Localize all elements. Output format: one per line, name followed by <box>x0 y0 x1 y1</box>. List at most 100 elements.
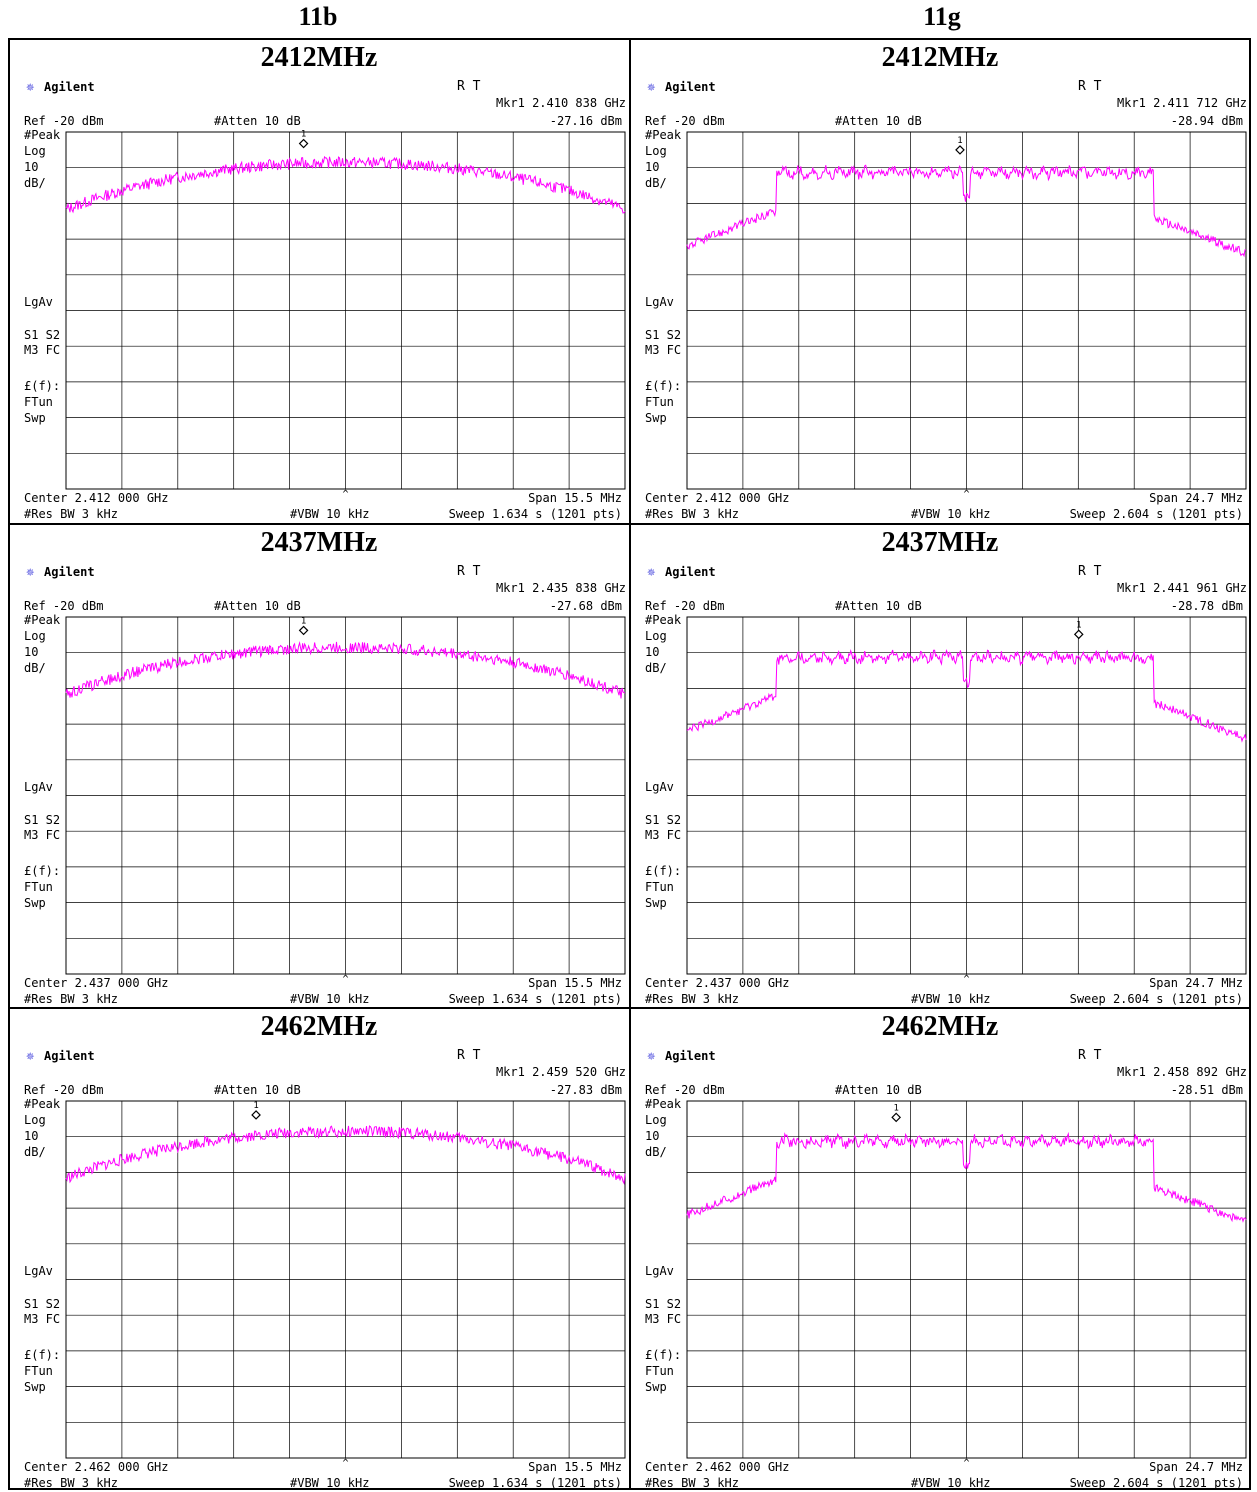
reference-level: Ref -20 dBm <box>24 599 103 613</box>
panel-11g: 2462MHz ✵ Agilent R T Mkr1 2.458 892 GHz Ref … <box>631 1009 1249 1491</box>
analyzer-screenshot: ✵ Agilent R T Mkr1 2.459 520 GHz Ref -20 dBm… <box>10 1046 628 1492</box>
side-label: #Peak <box>24 128 61 142</box>
center-caret-icon: ^ <box>342 1458 348 1469</box>
side-label: S1 S2 <box>24 328 60 342</box>
marker-label: 1 <box>1076 620 1081 630</box>
side-label: S1 S2 <box>24 1297 60 1311</box>
side-label: LgAv <box>24 1264 53 1278</box>
marker-label: 1 <box>301 616 306 626</box>
marker-level: -27.68 dBm <box>550 599 622 613</box>
sweep-time: Sweep 2.604 s (1201 pts) <box>1070 992 1243 1006</box>
marker-frequency: Mkr1 2.458 892 GHz <box>1117 1065 1247 1079</box>
agilent-logo-icon: ✵ <box>26 1048 35 1064</box>
side-label: FTun <box>24 880 53 894</box>
agilent-logo-icon: ✵ <box>647 79 656 95</box>
channel-frequency-title: 2437MHz <box>260 527 378 558</box>
side-label: £(f): <box>645 379 681 393</box>
sweep-time: Sweep 1.634 s (1201 pts) <box>449 1476 622 1490</box>
spectrum-trace <box>65 1125 626 1185</box>
rt-indicator: R T <box>457 564 481 579</box>
side-label: 10 <box>645 1129 659 1143</box>
side-label: S1 S2 <box>645 328 681 342</box>
resolution-bandwidth: #Res BW 3 kHz <box>645 1476 739 1490</box>
attenuation: #Atten 10 dB <box>214 1083 301 1097</box>
attenuation: #Atten 10 dB <box>835 1083 922 1097</box>
side-label: dB/ <box>24 1145 46 1159</box>
marker-diamond <box>251 1110 261 1120</box>
side-label: FTun <box>24 395 53 409</box>
rt-indicator: R T <box>1078 564 1102 579</box>
brand-name: Agilent <box>665 80 716 94</box>
side-label: Log <box>645 144 667 158</box>
channel-frequency-title: 2412MHz <box>881 42 999 73</box>
side-label: £(f): <box>24 1348 60 1362</box>
side-label: M3 FC <box>24 1312 60 1326</box>
reference-level: Ref -20 dBm <box>645 599 724 613</box>
spectrum-analyzer-screen: ✵ Agilent R T Mkr1 2.459 520 GHz Ref -20 dBm… <box>24 1048 626 1490</box>
reference-level: Ref -20 dBm <box>24 1083 103 1097</box>
video-bandwidth: #VBW 10 kHz <box>290 507 369 521</box>
spectrum-analyzer-screen: ✵ Agilent R T Mkr1 2.411 712 GHz Ref -20 dBm… <box>645 79 1247 521</box>
side-label: S1 S2 <box>645 1297 681 1311</box>
agilent-logo-icon: ✵ <box>26 79 35 95</box>
marker-label: 1 <box>957 136 962 146</box>
span: Span 24.7 MHz <box>1149 976 1243 990</box>
rt-indicator: R T <box>457 79 481 94</box>
span: Span 15.5 MHz <box>528 976 622 990</box>
column-title-11b: 11b <box>298 2 338 31</box>
side-label: FTun <box>645 1364 674 1378</box>
marker-diamond <box>298 625 309 636</box>
side-label: S1 S2 <box>24 813 60 827</box>
spectrum-trace <box>686 164 1247 258</box>
sweep-time: Sweep 1.634 s (1201 pts) <box>449 992 622 1006</box>
graticule <box>65 131 626 490</box>
analyzer-screenshot: ✵ Agilent R T Mkr1 2.458 892 GHz Ref -20 dBm… <box>631 1046 1249 1492</box>
side-label: Swp <box>645 411 667 425</box>
rt-indicator: R T <box>457 1048 481 1063</box>
center-caret-icon: ^ <box>342 974 348 985</box>
agilent-logo-icon: ✵ <box>26 564 35 580</box>
graticule <box>65 616 626 975</box>
span: Span 15.5 MHz <box>528 491 622 505</box>
side-label: £(f): <box>24 379 60 393</box>
side-label: #Peak <box>645 1097 682 1111</box>
side-label: 10 <box>24 645 38 659</box>
side-label: S1 S2 <box>645 813 681 827</box>
panel-11b: 2412MHz ✵ Agilent R T Mkr1 2.410 838 GHz Ref … <box>10 40 628 522</box>
center-frequency: Center 2.412 000 GHz <box>24 491 169 505</box>
side-label: LgAv <box>645 780 674 794</box>
marker-frequency: Mkr1 2.435 838 GHz <box>496 581 626 595</box>
channel-frequency-title: 2437MHz <box>881 527 999 558</box>
center-frequency: Center 2.462 000 GHz <box>645 1460 790 1474</box>
panel-11g: 2437MHz ✵ Agilent R T Mkr1 2.441 961 GHz Ref … <box>631 525 1249 1007</box>
panel-11b: 2437MHz ✵ Agilent R T Mkr1 2.435 838 GHz Ref … <box>10 525 628 1007</box>
panel-11b: 2462MHz ✵ Agilent R T Mkr1 2.459 520 GHz Ref … <box>10 1009 628 1491</box>
reference-level: Ref -20 dBm <box>645 114 724 128</box>
side-label: LgAv <box>645 1264 674 1278</box>
resolution-bandwidth: #Res BW 3 kHz <box>24 1476 118 1490</box>
spectrum-analyzer-screen: ✵ Agilent R T Mkr1 2.435 838 GHz Ref -20 dBm… <box>24 564 626 1006</box>
marker-level: -28.78 dBm <box>1171 599 1243 613</box>
graticule <box>686 131 1247 490</box>
spectrum-analyzer-screen: ✵ Agilent R T Mkr1 2.410 838 GHz Ref -20 dBm… <box>24 79 626 521</box>
span: Span 15.5 MHz <box>528 1460 622 1474</box>
side-label: Swp <box>24 1380 46 1394</box>
side-label: FTun <box>645 395 674 409</box>
marker-label: 1 <box>893 1103 898 1113</box>
channel-frequency-title: 2462MHz <box>260 1011 378 1042</box>
graticule <box>686 1100 1247 1459</box>
rt-indicator: R T <box>1078 1048 1102 1063</box>
column-divider <box>629 40 631 1488</box>
marker-diamond <box>955 145 965 155</box>
resolution-bandwidth: #Res BW 3 kHz <box>24 992 118 1006</box>
video-bandwidth: #VBW 10 kHz <box>911 992 990 1006</box>
side-label: Swp <box>645 896 667 910</box>
marker-level: -27.16 dBm <box>550 114 622 128</box>
side-label: Log <box>645 629 667 643</box>
reference-level: Ref -20 dBm <box>645 1083 724 1097</box>
marker-frequency: Mkr1 2.459 520 GHz <box>496 1065 626 1079</box>
spectrum-trace <box>65 155 626 214</box>
brand-name: Agilent <box>44 1049 95 1063</box>
side-label: Log <box>24 1113 46 1127</box>
brand-name: Agilent <box>44 80 95 94</box>
